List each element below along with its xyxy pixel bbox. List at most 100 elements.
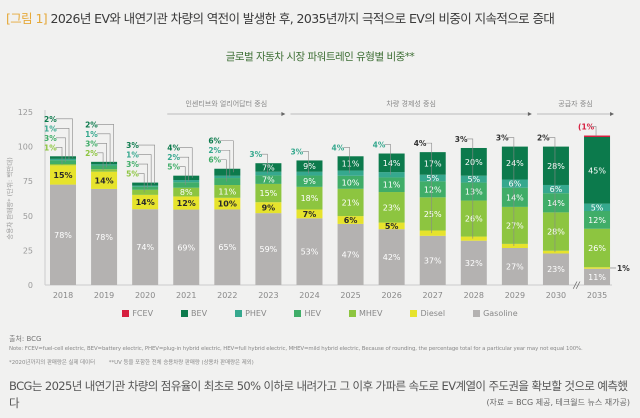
bar-segment-gasoline <box>460 240 487 285</box>
bar-value-label: 15% <box>53 171 72 180</box>
bar-segment-bev <box>419 152 446 175</box>
bar-segment-gasoline <box>378 229 405 285</box>
legend: FCEV BEV PHEV HEV MHEV Diesel Gasoline <box>0 309 640 318</box>
bar-value-label: 3% <box>249 150 262 159</box>
callout-line <box>97 143 107 168</box>
bar-value-label: 5% <box>591 203 604 212</box>
phase-arrow-head <box>527 112 532 116</box>
x-tick-label: 2035 <box>587 291 607 300</box>
bar-value-label: 42% <box>383 253 401 262</box>
bar-segment-hev <box>419 181 446 198</box>
bar-segment-diesel <box>501 243 528 249</box>
credit-text: (자료 = BCG 제공, 테크월드 뉴스 재가공) <box>486 398 630 407</box>
bar-value-label: 4% <box>332 143 345 152</box>
callout-line <box>220 159 227 182</box>
bar-segment-diesel <box>173 196 200 210</box>
bar-segment-diesel <box>542 250 569 254</box>
bar-segment-gasoline <box>419 235 446 285</box>
legend-swatch <box>473 310 481 317</box>
bar-segment-hev <box>501 187 528 207</box>
bar-value-label: 7% <box>262 163 275 172</box>
bar-segment-phev <box>296 171 323 176</box>
bar-segment-hev <box>542 193 569 213</box>
bar-value-label: 1% <box>44 143 57 152</box>
bar-value-label: 11% <box>588 273 606 282</box>
bar-value-label: 78% <box>54 231 72 240</box>
x-tick-label: 2029 <box>505 291 525 300</box>
bar-segment-diesel <box>419 230 446 236</box>
bar-value-label: 3% <box>455 135 468 144</box>
legend-swatch <box>235 310 243 317</box>
bar-value-label: 6% <box>509 180 522 189</box>
figure-title-text: 2026년 EV와 내연기관 차량의 역전이 발생한 후, 2035년까지 극적… <box>50 11 555 26</box>
bar-value-label: 3% <box>126 160 139 169</box>
bar-segment-diesel <box>132 194 159 210</box>
callout-line <box>97 152 104 171</box>
callout-line <box>138 173 145 193</box>
bar-segment-bev <box>50 156 76 159</box>
callout-line <box>261 153 268 174</box>
bar-value-label: 5% <box>167 163 180 172</box>
bar-segment-phev <box>214 175 241 179</box>
legend-label: FCEV <box>132 309 154 318</box>
bar-segment-hev <box>91 165 118 170</box>
bar-segment-phev <box>501 179 528 188</box>
legend-swatch <box>122 310 130 317</box>
bar-value-label: 18% <box>301 194 319 203</box>
bar-value-label: 6% <box>208 137 221 146</box>
bar-segment-hev <box>296 175 323 187</box>
callout-line <box>425 142 433 234</box>
bar-segment-gasoline <box>50 184 76 285</box>
callout-line <box>138 144 155 185</box>
y-tick-label: 50 <box>23 212 33 221</box>
bar-segment-gasoline <box>91 188 118 285</box>
bar-value-label: 9% <box>303 177 316 186</box>
bar-value-label: (1% <box>578 123 595 132</box>
bar-value-label: 2% <box>44 115 57 124</box>
bar-value-label: 3% <box>85 139 98 148</box>
callout-line <box>56 137 66 163</box>
bar-segment-bev <box>173 175 200 181</box>
bar-segment-bev <box>214 168 241 176</box>
x-tick-label: 2028 <box>464 291 484 300</box>
bar-value-label: 37% <box>424 256 442 265</box>
x-tick-label: 2018 <box>53 291 73 300</box>
bar-segment-gasoline <box>296 218 323 285</box>
legend-label: Gasoline <box>483 309 518 318</box>
bar-value-label: 4% <box>373 141 386 150</box>
bar-segment-diesel <box>460 236 487 241</box>
bar-segment-bev <box>132 182 159 186</box>
bar-segment-mhev <box>50 164 76 166</box>
callout-line <box>138 154 152 187</box>
bar-segment-bev <box>255 163 282 172</box>
figure-title: [그림 1] 2026년 EV와 내연기관 차량의 역전이 발생한 후, 203… <box>6 8 555 27</box>
bar-segment-mhev <box>337 188 364 217</box>
legend-item-diesel: Diesel <box>410 309 445 318</box>
callout-line <box>179 166 186 185</box>
bar-segment-mhev <box>419 197 446 231</box>
callout-line <box>590 126 597 137</box>
x-tick-label: 2024 <box>299 291 319 300</box>
bar-value-label: 59% <box>260 245 278 254</box>
bar-segment-hev <box>255 175 282 184</box>
bar-value-label: 12% <box>424 185 442 194</box>
bar-segment-diesel <box>337 216 364 224</box>
bar-segment-hev <box>214 178 241 186</box>
bar-value-label: 2% <box>208 146 221 155</box>
legend-item-gasoline: Gasoline <box>473 309 518 318</box>
bar-value-label: 12% <box>177 199 196 208</box>
bar-segment-mhev <box>584 228 611 268</box>
bar-segment-mhev <box>542 212 569 251</box>
legend-item-phev: PHEV <box>235 309 266 318</box>
bar-segment-hev <box>50 160 76 165</box>
phase-label: 인센티브와 얼리어답터 중심 <box>185 99 267 108</box>
bar-segment-gasoline <box>542 253 569 285</box>
callout-line <box>179 147 193 178</box>
callout-line <box>97 124 114 164</box>
bar-segment-mhev <box>91 169 118 172</box>
chart-title: 글로벌 자동차 시장 파워트레인 유형별 비중** <box>225 51 415 63</box>
callout-line <box>343 146 350 174</box>
bar-segment-bev <box>378 153 405 173</box>
legend-label: BEV <box>191 309 208 318</box>
bar-segment-hev <box>173 182 200 188</box>
